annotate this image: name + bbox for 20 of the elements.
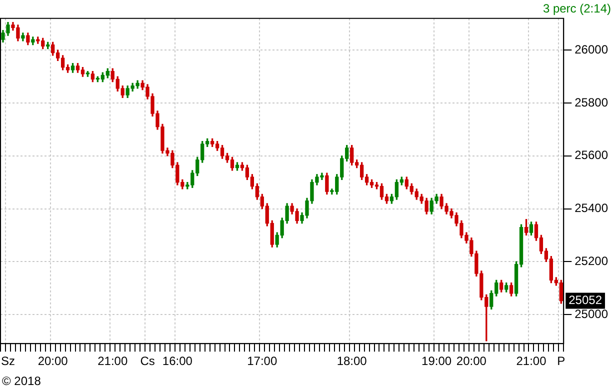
text: © 2018 [2, 374, 41, 388]
y-tick-label: 25600 [574, 148, 608, 162]
x-tick-label: Cs [140, 354, 155, 368]
x-tick-label: 21:00 [516, 354, 547, 368]
x-tick-label: 19:00 [422, 354, 452, 368]
y-tick-label: 25800 [574, 95, 608, 110]
x-tick-label: P [557, 354, 566, 368]
x-tick-label: 21:00 [98, 354, 128, 368]
y-tick-label: 25200 [574, 254, 608, 268]
x-tick-label: 17:00 [247, 354, 278, 368]
chart-subtitle: 3 perc (2:14) [542, 2, 611, 16]
y-tick-label: 25000 [574, 306, 608, 321]
x-tick-label: Sz [0, 354, 15, 368]
annotation: 25052 [568, 293, 602, 308]
x-tick-label: 20:00 [456, 354, 487, 368]
x-tick-label: 20:00 [38, 354, 68, 368]
y-tick-label: 25400 [574, 201, 608, 216]
x-tick-label: 16:00 [162, 354, 193, 368]
x-tick-label: 18:00 [336, 354, 368, 368]
y-tick-label: 26000 [574, 42, 608, 56]
